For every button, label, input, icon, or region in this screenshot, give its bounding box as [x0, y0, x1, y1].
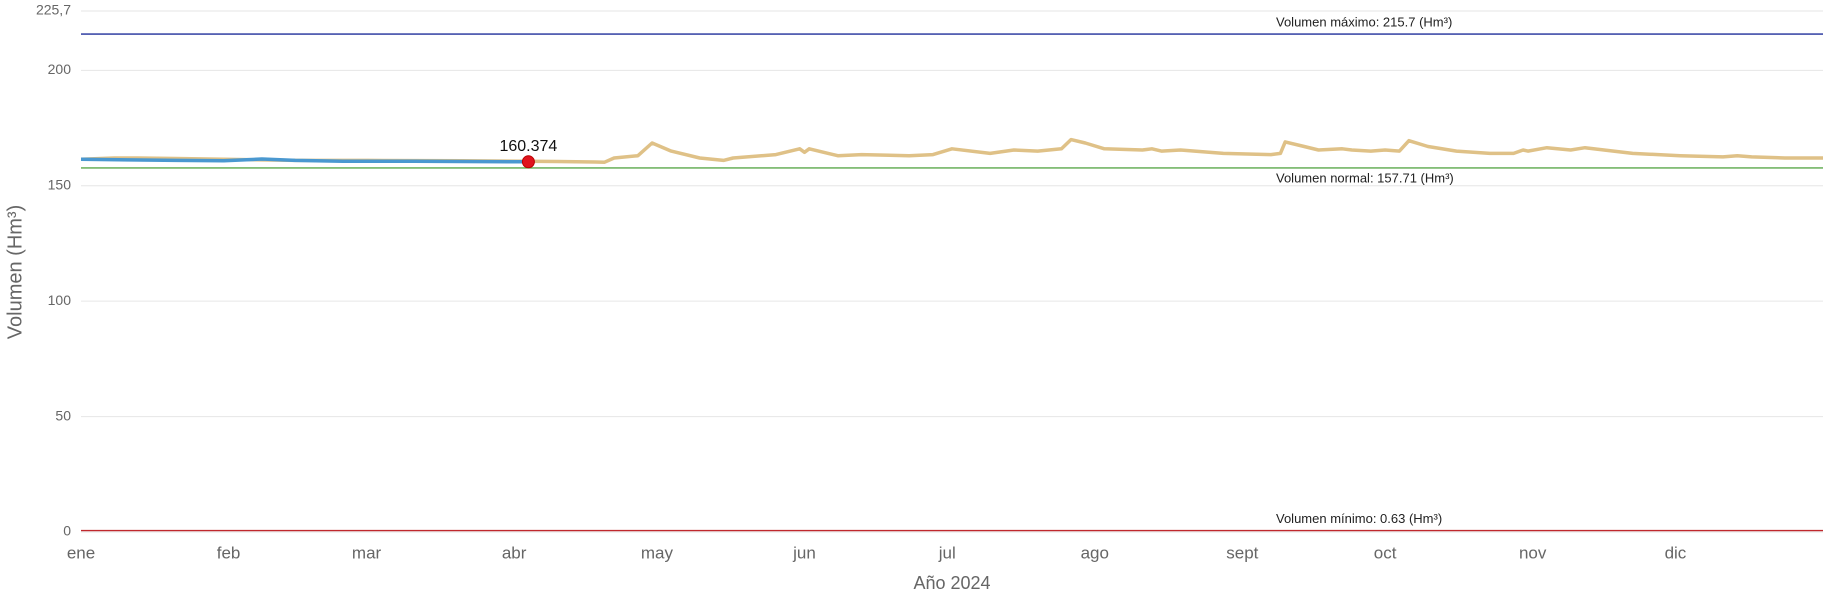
x-tick-label: may [641, 543, 674, 562]
x-tick-label: mar [352, 543, 382, 562]
x-tick-label: ago [1081, 543, 1109, 562]
x-tick-label: jun [792, 543, 816, 562]
reference-label: Volumen normal: 157.71 (Hm³) [1276, 170, 1454, 185]
series-line [80, 137, 1823, 164]
x-tick-label: abr [502, 543, 527, 562]
x-tick-label: nov [1519, 543, 1547, 562]
x-tick-label: ene [67, 543, 95, 562]
x-tick-label: oct [1374, 543, 1397, 562]
x-tick-label: feb [217, 543, 241, 562]
x-tick-label: jul [938, 543, 956, 562]
y-tick-label: 100 [48, 292, 72, 308]
y-axis-title: Volumen (Hm³) [4, 205, 26, 339]
y-tick-label: 50 [55, 407, 71, 423]
x-tick-label: sept [1226, 543, 1258, 562]
data-label: 160.374 [499, 138, 557, 155]
current-point [521, 155, 535, 169]
y-tick-label: 150 [48, 176, 72, 192]
reference-label: Volumen máximo: 215.7 (Hm³) [1276, 15, 1452, 30]
y-tick-label: 0 [63, 523, 71, 539]
series-line [80, 157, 529, 164]
y-tick-label: 200 [48, 61, 72, 77]
y-tick-label: 225,7 [36, 2, 71, 18]
x-axis-title: Año 2024 [913, 573, 990, 593]
x-tick-label: dic [1665, 543, 1687, 562]
reference-label: Volumen mínimo: 0.63 (Hm³) [1276, 511, 1442, 526]
